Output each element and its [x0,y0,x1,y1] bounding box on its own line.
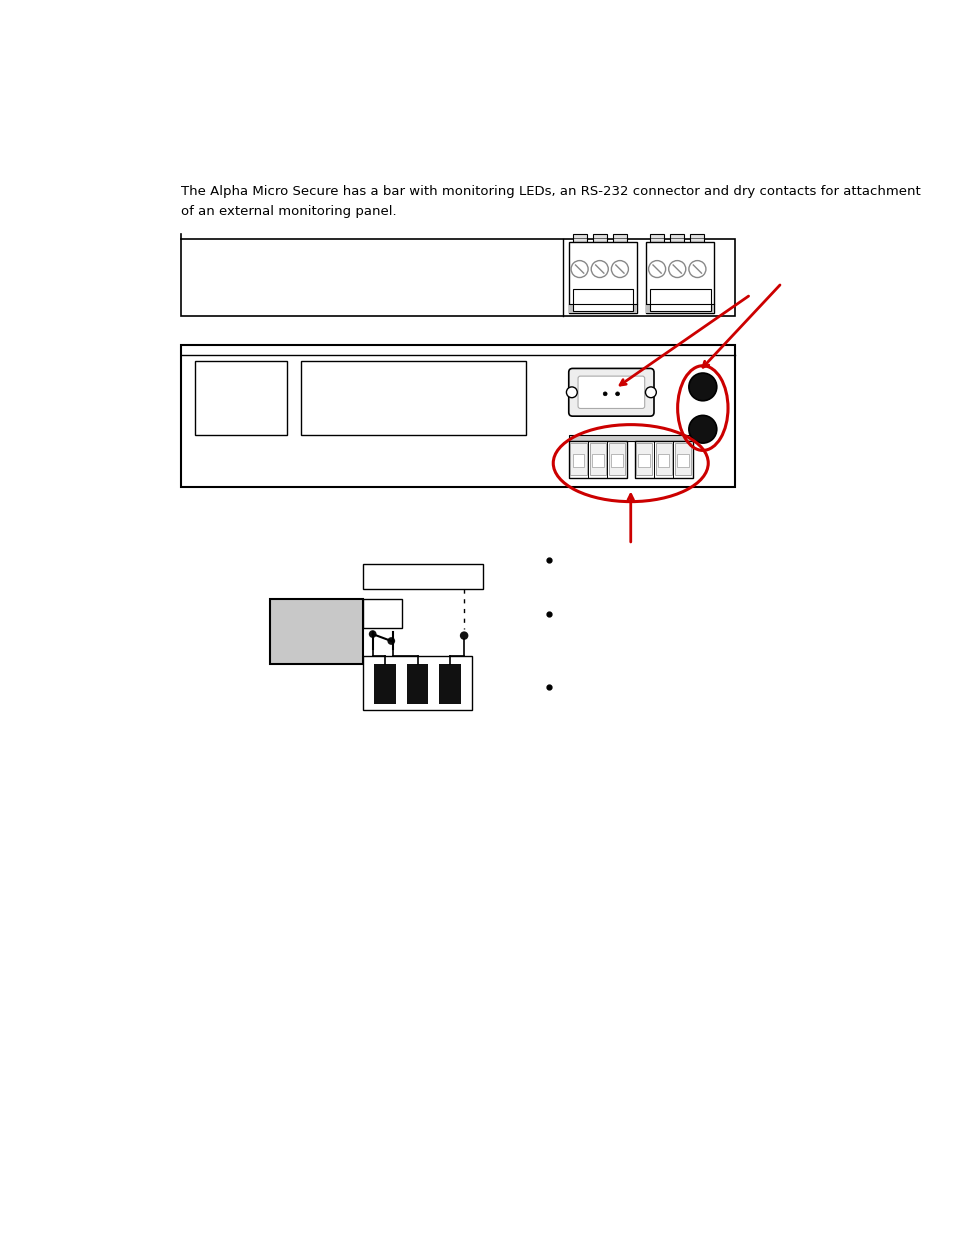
Bar [363,599,402,627]
Circle shape [648,261,665,278]
Bar [363,656,472,710]
Circle shape [611,261,628,278]
Circle shape [668,261,685,278]
Circle shape [387,637,395,645]
Bar [649,235,663,242]
Bar [589,443,605,475]
Circle shape [688,261,705,278]
Circle shape [591,261,608,278]
Bar [690,235,703,242]
Bar [634,441,692,478]
FancyBboxPatch shape [568,368,654,416]
Bar [406,664,428,704]
Circle shape [688,373,716,401]
Bar [638,453,649,467]
Bar [645,242,714,312]
Bar [592,453,603,467]
Bar [592,235,606,242]
FancyBboxPatch shape [578,377,644,409]
Bar [608,443,624,475]
Bar [363,564,483,589]
Circle shape [688,415,716,443]
Bar [301,362,525,435]
Circle shape [571,261,587,278]
Circle shape [459,631,468,640]
Bar [636,443,652,475]
Bar [568,304,637,312]
Bar [572,235,586,242]
Bar [439,664,460,704]
Circle shape [645,387,656,398]
Bar [670,235,683,242]
Bar [612,235,626,242]
Bar [658,453,669,467]
Bar [649,289,710,311]
Circle shape [369,630,376,638]
Bar [645,304,714,312]
Circle shape [602,391,606,395]
Bar [674,443,691,475]
Bar [568,441,626,478]
Circle shape [566,387,577,398]
Bar [677,453,688,467]
Bar [655,443,671,475]
Bar [572,289,633,311]
Bar [374,664,395,704]
Bar [195,362,286,435]
Text: The Alpha Micro Secure has a bar with monitoring LEDs, an RS-232 connector and d: The Alpha Micro Secure has a bar with mo… [181,185,920,219]
Bar [270,599,363,664]
Bar [611,453,622,467]
Bar [572,453,583,467]
Circle shape [615,391,618,395]
Bar [181,240,735,316]
Bar [181,345,735,487]
Bar [568,435,700,441]
Bar [568,242,637,312]
Bar [570,443,586,475]
